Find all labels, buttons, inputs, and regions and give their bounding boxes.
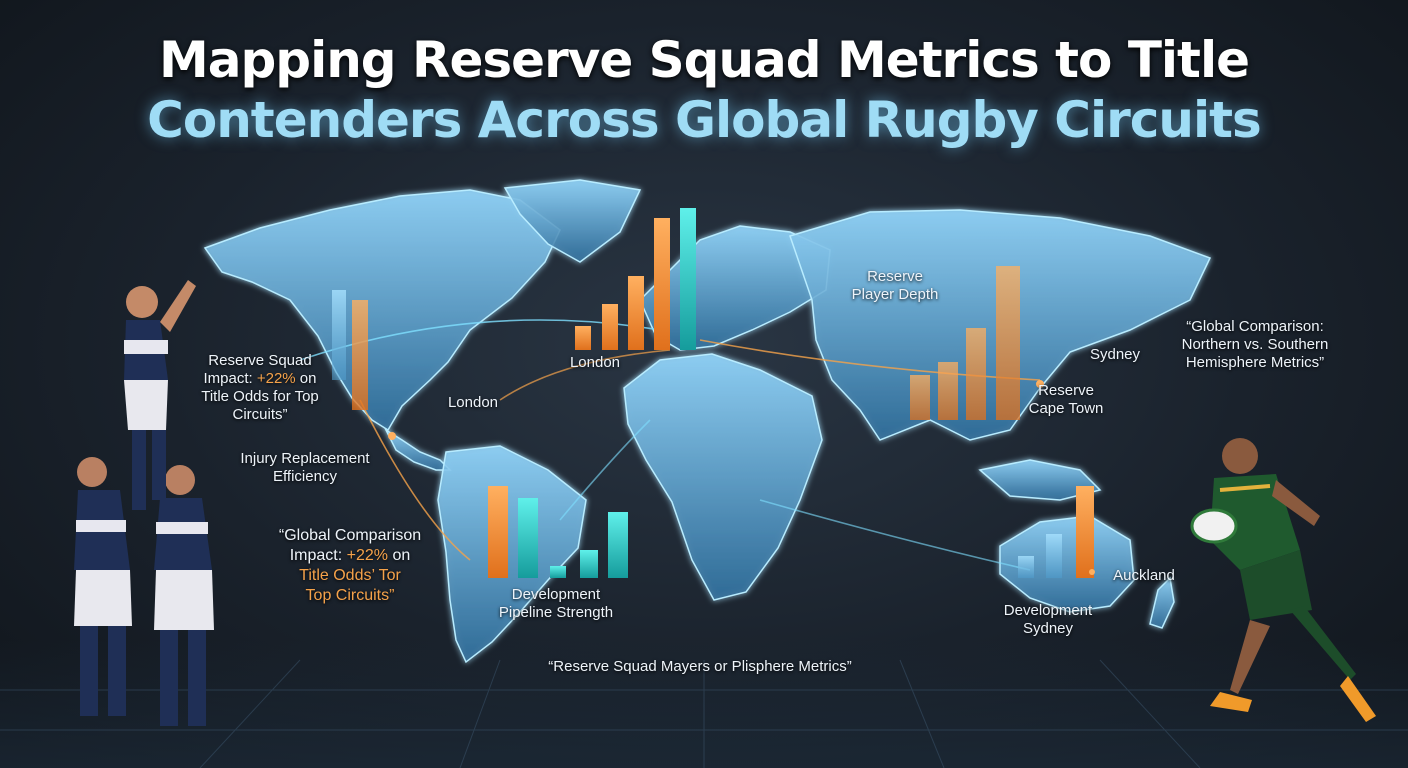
bar	[628, 276, 644, 350]
bar	[575, 326, 591, 350]
continent-se-asia	[978, 459, 1102, 501]
bar	[1076, 486, 1094, 578]
page-title: Mapping Reserve Squad Metrics to Title C…	[0, 30, 1408, 150]
bar	[938, 362, 958, 420]
label-sydney: Sydney	[1089, 346, 1141, 363]
title-line-1: Mapping Reserve Squad Metrics to Title	[158, 31, 1250, 89]
label-text: on Title Odds for Top Circuits”	[201, 370, 319, 423]
bar	[602, 304, 618, 350]
bar	[352, 300, 368, 410]
bar	[550, 566, 566, 578]
bar-cluster-london	[575, 208, 696, 350]
label-reserve-player-depth: Reserve Player Depth	[851, 268, 939, 303]
highlight-text: Title Odds’ Tor Top Circuits”	[299, 567, 401, 604]
bar	[1018, 556, 1034, 578]
bar	[580, 550, 598, 578]
continent-south-america	[437, 445, 587, 664]
label-text: Reserve Squad Impact:	[203, 352, 312, 387]
highlight-percentage: +22%	[346, 547, 389, 564]
label-global-comparison-right: “Global Comparison: Northern vs. Souther…	[1181, 318, 1329, 371]
label-development-sydney: Development Sydney	[1003, 602, 1093, 637]
bar	[608, 512, 628, 578]
marker-dot	[1089, 569, 1095, 575]
bar	[996, 266, 1020, 420]
title-line-2: Contenders Across Global Rugby Circuits	[147, 91, 1262, 149]
rugby-runner-with-ball-icon	[1190, 438, 1376, 722]
bar-cluster-australia	[1018, 486, 1094, 578]
bar	[966, 328, 986, 420]
label-bottom-caption: “Reserve Squad Mayers or Plisphere Metri…	[548, 658, 852, 675]
highlight-percentage: +22%	[256, 370, 296, 387]
bar	[488, 486, 508, 578]
bar-cluster-south-america	[488, 486, 628, 578]
route-americas	[359, 399, 471, 561]
bar	[518, 498, 538, 578]
bar	[1046, 534, 1062, 578]
bar	[680, 208, 696, 350]
label-london-2: London	[447, 394, 499, 411]
marker-dot	[1036, 380, 1044, 388]
label-reserve-cape-town: Reserve Cape Town	[1028, 382, 1104, 417]
bar	[910, 375, 930, 420]
route-sa-africa	[559, 419, 651, 521]
marker-dot	[388, 432, 396, 440]
continent-africa	[623, 353, 823, 601]
label-london-1: London	[569, 354, 621, 371]
bar	[332, 290, 346, 380]
continent-australia	[999, 515, 1135, 613]
label-development-pipeline: Development Pipeline Strength	[498, 586, 614, 621]
route-africa-australia	[759, 499, 1031, 571]
bar-cluster-asia	[910, 266, 1020, 420]
continent-north-america	[203, 189, 561, 432]
label-auckland: Auckland	[1113, 567, 1175, 584]
label-text: “Global Comparison Impact:	[278, 527, 422, 564]
rugby-lineout-players-icon	[74, 280, 214, 726]
continent-new-zealand	[1149, 576, 1175, 629]
city-markers	[388, 380, 1095, 575]
label-global-comparison-left: “Global Comparison Impact: +22% on Title …	[250, 526, 450, 606]
continent-greenland	[503, 179, 642, 263]
label-reserve-squad-impact: Reserve Squad Impact: +22% on Title Odds…	[180, 352, 340, 424]
label-injury-replacement: Injury Replacement Efficiency	[240, 450, 370, 485]
route-europe-asia	[699, 339, 1041, 381]
floor-grid	[0, 659, 1408, 768]
bar-cluster-north-america	[332, 290, 368, 410]
bar	[654, 218, 670, 350]
route-london-mid	[499, 349, 671, 401]
label-text: on	[388, 547, 411, 564]
